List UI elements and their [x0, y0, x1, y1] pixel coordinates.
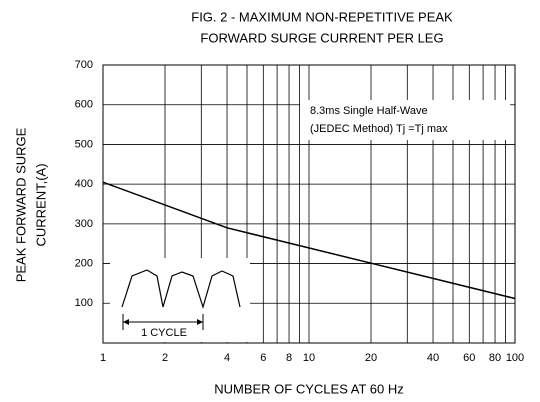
inset-label: 1 CYCLE [141, 327, 187, 339]
x-tick-label: 2 [162, 352, 168, 364]
x-tick-label: 60 [463, 352, 475, 364]
y-axis-label: CURRENT,(A) [33, 163, 48, 246]
x-tick-label: 6 [260, 352, 266, 364]
y-axis-label: PEAK FORWARD SURGE [13, 127, 28, 282]
data-line [102, 181, 516, 300]
inset-label-bg [133, 326, 195, 340]
annotation-bg [300, 100, 510, 140]
x-tick-label: 10 [303, 352, 315, 364]
y-tick-label: 600 [75, 99, 93, 111]
y-tick-label: 200 [75, 257, 93, 269]
chart-title: FORWARD SURGE CURRENT PER LEG [200, 30, 443, 45]
x-tick-label: 20 [365, 352, 377, 364]
waveform [121, 269, 241, 310]
chart-title: FIG. 2 - MAXIMUM NON-REPETITIVE PEAK [191, 9, 453, 24]
inset: 1 CYCLE [110, 258, 250, 342]
x-axis-label: NUMBER OF CYCLES AT 60 Hz [214, 381, 404, 396]
x-tick-label: 4 [224, 352, 230, 364]
annotation: (JEDEC Method) Tj =Tj max [310, 123, 448, 135]
annotation: 8.3ms Single Half-Wave [310, 105, 428, 117]
y-tick-label: 100 [75, 297, 93, 309]
x-tick-label: 1 [100, 352, 106, 364]
x-tick-label: 40 [427, 352, 439, 364]
y-tick-label: 500 [75, 138, 93, 150]
y-tick-label: 400 [75, 178, 93, 190]
y-tick-label: 300 [75, 218, 93, 230]
x-tick-label: 100 [506, 352, 524, 364]
y-tick-label: 700 [75, 59, 93, 71]
x-tick-label: 80 [489, 352, 501, 364]
x-tick-label: 8 [286, 352, 292, 364]
